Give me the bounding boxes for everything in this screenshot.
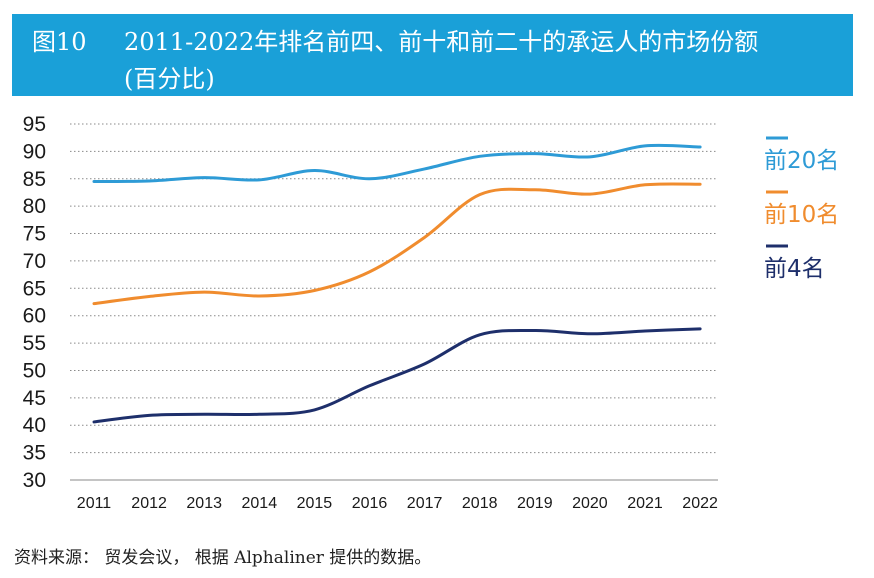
figure-header: 图10 2011-2022年排名前四、前十和前二十的承运人的市场份额 (百分比) [12,14,853,96]
x-tick-label: 2017 [407,495,443,512]
x-axis-ticks: 2011 2012 2013 2014 2015 2016 2017 2018 2019 2020… [77,495,718,512]
y-axis-ticks: 95 90 85 80 75 70 65 60 55 50 45 40 35 30 [23,113,46,492]
y-tick-label: 40 [23,414,46,437]
y-tick-label: 75 [23,223,46,246]
chart-title: 2011-2022年排名前四、前十和前二十的承运人的市场份额 [124,28,759,56]
y-tick-label: 65 [23,277,46,300]
series-lines [92,143,702,424]
x-tick-label: 2019 [517,495,553,512]
x-tick-label: 2018 [462,495,498,512]
x-tick-label: 2015 [297,495,333,512]
x-tick-label: 2016 [352,495,388,512]
y-tick-label: 85 [23,168,46,191]
series-line-0 [92,143,702,184]
legend-label-0: 前20名 [764,148,839,174]
x-tick-label: 2014 [242,495,278,512]
x-tick-label: 2012 [131,495,167,512]
x-tick-label: 2013 [186,495,222,512]
y-tick-label: 30 [23,469,46,492]
figure-number: 图10 [32,28,87,56]
y-tick-label: 45 [23,387,46,410]
y-tick-label: 60 [23,305,46,328]
y-tick-label: 95 [23,113,46,136]
series-line-1 [92,182,702,306]
x-tick-label: 2022 [682,495,718,512]
source-note: 资料来源： 贸发会议， 根据 Alphaliner 提供的数据。 [14,548,432,568]
y-tick-label: 35 [23,442,46,465]
x-tick-label: 2011 [77,495,112,512]
x-tick-label: 2021 [627,495,663,512]
legend-label-1: 前10名 [764,202,839,228]
y-tick-label: 50 [23,359,46,382]
gridlines [70,123,718,481]
chart-subtitle: (百分比) [124,65,215,93]
series-line-2 [92,327,702,424]
y-tick-label: 90 [23,140,46,163]
legend-label-2: 前4名 [764,256,825,282]
x-tick-label: 2020 [572,495,608,512]
y-tick-label: 55 [23,332,46,355]
y-tick-label: 80 [23,195,46,218]
y-tick-label: 70 [23,250,46,273]
